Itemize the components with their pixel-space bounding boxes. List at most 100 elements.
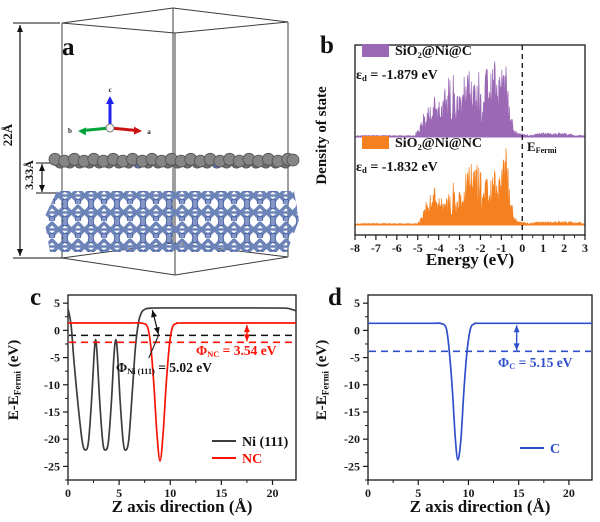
dos-x-axis-title: Energy (eV): [425, 250, 515, 269]
panel-b: -8 -7 -6 -5 -4 -3 -2 -1 0 1 2 3 b Density of state …: [300, 0, 600, 280]
curve-Ni (111): [67, 307, 297, 452]
phi-value: = 5.15 eV: [515, 355, 573, 370]
panel-b-canvas: -8 -7 -6 -5 -4 -3 -2 -1 0 1 2 3: [350, 44, 588, 255]
a-axis-arrow: [109, 126, 138, 132]
y-tick-label: -5: [350, 351, 360, 365]
x-tick-label: 1: [540, 241, 546, 255]
wf-d-y-axis-title: E-EFermi (eV): [314, 295, 331, 465]
y-tick-label: -25: [344, 459, 360, 473]
x-tick-label: 3: [582, 241, 588, 255]
legend-label-ni: Ni (111): [242, 435, 289, 450]
work-function-c-annotation: ΦC = 5.15 eV: [498, 355, 572, 371]
cell-height-arrow-head: [17, 25, 23, 32]
dos-legend-purple: SiO₂@Ni@C: [362, 44, 472, 60]
x-tick-label: 15: [215, 486, 227, 500]
x-tick-label: -6: [392, 241, 402, 255]
cell-height-arrow-head: [17, 249, 23, 256]
interlayer-distance-label: 3.33Å: [22, 160, 36, 190]
ni-line-swatch: [212, 440, 236, 442]
work-function-ni-annotation: ΦNi (111) = 5.02 eV: [116, 360, 212, 376]
c-wf-arrow-head: [513, 325, 520, 333]
x-tick-label: -3: [455, 241, 465, 255]
y-tick-label: 5: [354, 296, 360, 310]
dos-legend-orange: SiO₂@Ni@NC: [362, 136, 482, 152]
dos-area-orange: [354, 148, 586, 226]
panel-d-canvas: 5 0 -5 -10 -15 -20 -25 0 5 10 15 20: [344, 294, 593, 500]
cell-height-dimension-label: 22Å: [0, 123, 15, 147]
epsilon-subscript: d: [361, 165, 367, 176]
ylabel-unit: (eV): [6, 339, 22, 371]
epsilon-value: = -1.879 eV: [366, 68, 438, 83]
c-wf-arrow-head: [513, 343, 520, 351]
legend-row-c: C: [520, 442, 560, 459]
phi-subscript: C: [509, 362, 516, 372]
panel-b-label: b: [320, 32, 334, 59]
d-band-center-orange: εd = -1.832 eV: [356, 160, 438, 176]
y-tick-label: -10: [344, 378, 360, 392]
orange-swatch: [362, 136, 389, 149]
wf-frame: [67, 294, 297, 481]
dos-area-purple: [354, 61, 586, 138]
x-tick-label: -1: [496, 241, 506, 255]
wf-c-legend: Ni (111) NC: [212, 435, 288, 469]
cell-box-edge: [172, 7, 289, 23]
x-tick-label: 20: [266, 486, 278, 500]
tripod-origin: [105, 123, 115, 133]
a-axis-head: [133, 126, 142, 135]
panel-c: 5 0 -5 -10 -15 -20 -25 0 5 10 15 20 c E-EFermi (eV)…: [0, 280, 310, 522]
epsilon-symbol: ε: [356, 160, 362, 175]
c-line-swatch: [520, 447, 544, 449]
purple-swatch: [362, 44, 389, 57]
wf-d-legend: C: [520, 442, 560, 459]
fermi-level-label: EFermi: [527, 139, 557, 155]
c-axis-head: [106, 96, 114, 104]
nc-line-swatch: [212, 457, 236, 459]
x-tick-label: 5: [116, 486, 122, 500]
x-tick-label: -8: [350, 241, 360, 255]
curve-C: [368, 322, 592, 461]
wf-c-x-axis-title: Z axis direction (Å): [111, 497, 253, 516]
cell-box-edge: [174, 21, 289, 34]
panel-a-canvas: c b a: [13, 7, 300, 276]
x-tick-label: -7: [371, 241, 381, 255]
interlayer-arrow-head: [39, 185, 45, 192]
x-tick-label: -4: [434, 241, 444, 255]
panel-a: c b a a 22Å 3.33Å: [0, 0, 300, 280]
phi-value: = 5.02 eV: [154, 360, 213, 375]
x-tick-label: 0: [365, 486, 371, 500]
wf-c-y-axis-title: E-EFermi (eV): [6, 295, 23, 465]
b-axis-label: b: [68, 127, 72, 135]
x-tick-label: -5: [413, 241, 423, 255]
x-tick-label: 5: [415, 486, 421, 500]
interlayer-arrow-head: [39, 164, 45, 171]
panel-c-label: c: [30, 284, 42, 311]
dos-series-2-name: SiO₂@Ni@NC: [395, 136, 483, 151]
y-tick-label: -20: [44, 432, 60, 446]
phi-symbol: Φ: [498, 355, 510, 370]
cell-box-edge: [61, 257, 176, 276]
legend-row-nc: NC: [212, 452, 288, 469]
a-axis-label: a: [147, 128, 151, 136]
wf-d-x-axis-title: Z axis direction (Å): [409, 497, 551, 516]
work-function-nc-annotation: ΦNC = 3.54 eV: [196, 343, 276, 359]
ni-wf-arrow-head: [153, 326, 160, 335]
legend-row-ni: Ni (111): [212, 435, 288, 452]
panel-d: 5 0 -5 -10 -15 -20 -25 0 5 10 15 20 d E-EFermi (eV)…: [310, 280, 600, 522]
x-tick-label: 20: [563, 486, 575, 500]
x-tick-label: 15: [513, 486, 525, 500]
y-tick-label: -15: [44, 405, 60, 419]
carbon-atom: [286, 153, 300, 167]
y-tick-label: 0: [54, 323, 60, 337]
x-tick-label: 0: [65, 486, 71, 500]
y-tick-label: -25: [44, 459, 60, 473]
y-tick-label: 0: [354, 323, 360, 337]
ylabel-subscript: Fermi: [321, 370, 332, 396]
epsilon-value: = -1.832 eV: [366, 160, 438, 175]
ylabel-main: E-E: [314, 395, 330, 421]
ni-wf-arrow-head: [151, 310, 157, 318]
phi-subscript: NC: [207, 350, 220, 360]
phi-symbol: Φ: [196, 343, 208, 358]
dos-series-1-name: SiO₂@Ni@C: [395, 44, 472, 59]
y-tick-label: -10: [44, 378, 60, 392]
x-tick-label: -2: [475, 241, 485, 255]
